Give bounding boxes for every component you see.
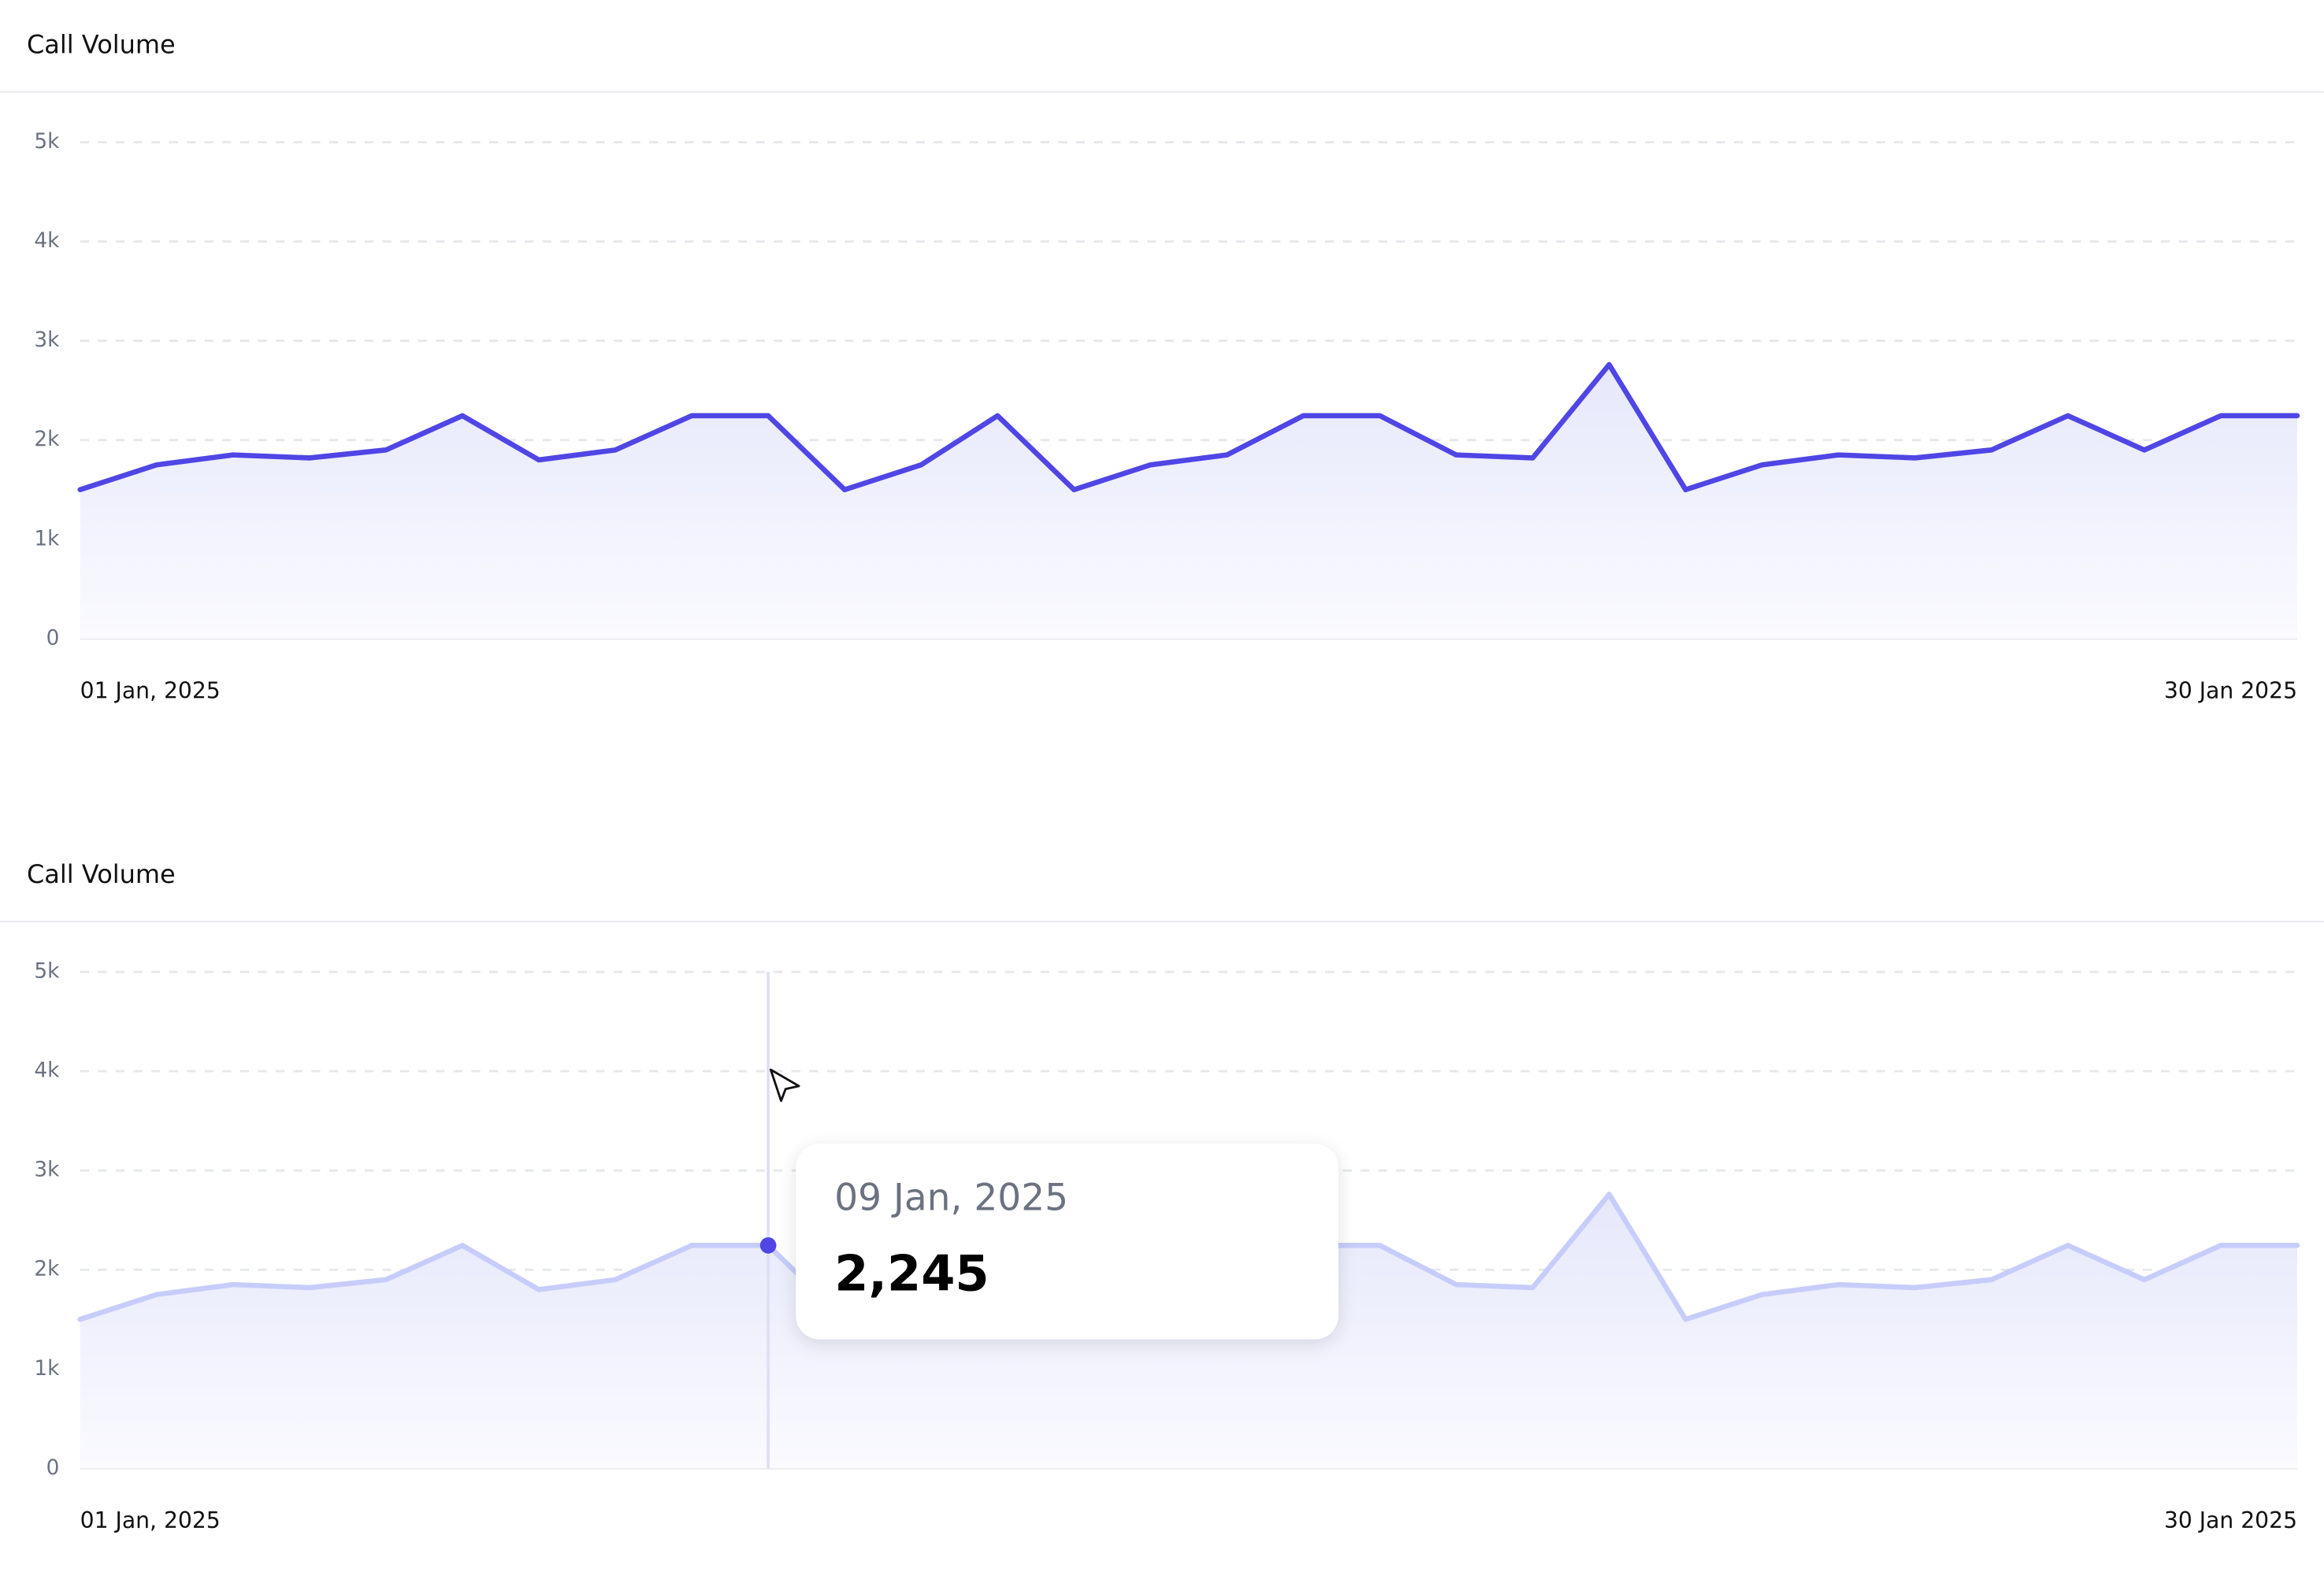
y-tick-label: 3k bbox=[34, 1159, 60, 1182]
chart-title: Call Volume bbox=[27, 29, 176, 59]
y-tick-label: 1k bbox=[34, 1357, 60, 1381]
y-tick-label: 2k bbox=[34, 1258, 60, 1281]
cursor bbox=[769, 1068, 800, 1103]
y-tick-label: 5k bbox=[34, 960, 60, 984]
y-tick-label: 0 bbox=[46, 626, 60, 650]
y-tick-label: 2k bbox=[34, 428, 60, 451]
chart-title: Call Volume bbox=[27, 859, 176, 889]
line bbox=[77, 361, 2300, 493]
tooltip-value: 2,245 bbox=[834, 1245, 989, 1303]
y-tick-label: 5k bbox=[34, 130, 60, 154]
tooltip bbox=[796, 1144, 1338, 1340]
chart-panel: Call Volume 0 1k 2k 3k 4k 5k 01 Jan, 2025 30 Jan… bbox=[0, 859, 2324, 1533]
y-tick-label: 4k bbox=[34, 229, 60, 253]
x-tick-label: 30 Jan 2025 bbox=[2164, 678, 2297, 704]
x-tick-label: 30 Jan 2025 bbox=[2164, 1507, 2297, 1533]
hover-point bbox=[759, 1236, 777, 1254]
tooltip-title: 09 Jan, 2025 bbox=[834, 1176, 1068, 1219]
x-tick-label: 01 Jan, 2025 bbox=[80, 1507, 221, 1533]
y-tick-label: 3k bbox=[34, 328, 60, 352]
chart-panel: Call Volume 0 1k 2k 3k 4k 5k 01 Jan, 2025 30 Jan… bbox=[0, 29, 2324, 704]
y-tick-label: 1k bbox=[34, 527, 60, 551]
x-tick-label: 01 Jan, 2025 bbox=[80, 678, 221, 704]
y-tick-label: 4k bbox=[34, 1059, 60, 1083]
area bbox=[80, 364, 2298, 639]
y-tick-label: 0 bbox=[46, 1456, 60, 1480]
